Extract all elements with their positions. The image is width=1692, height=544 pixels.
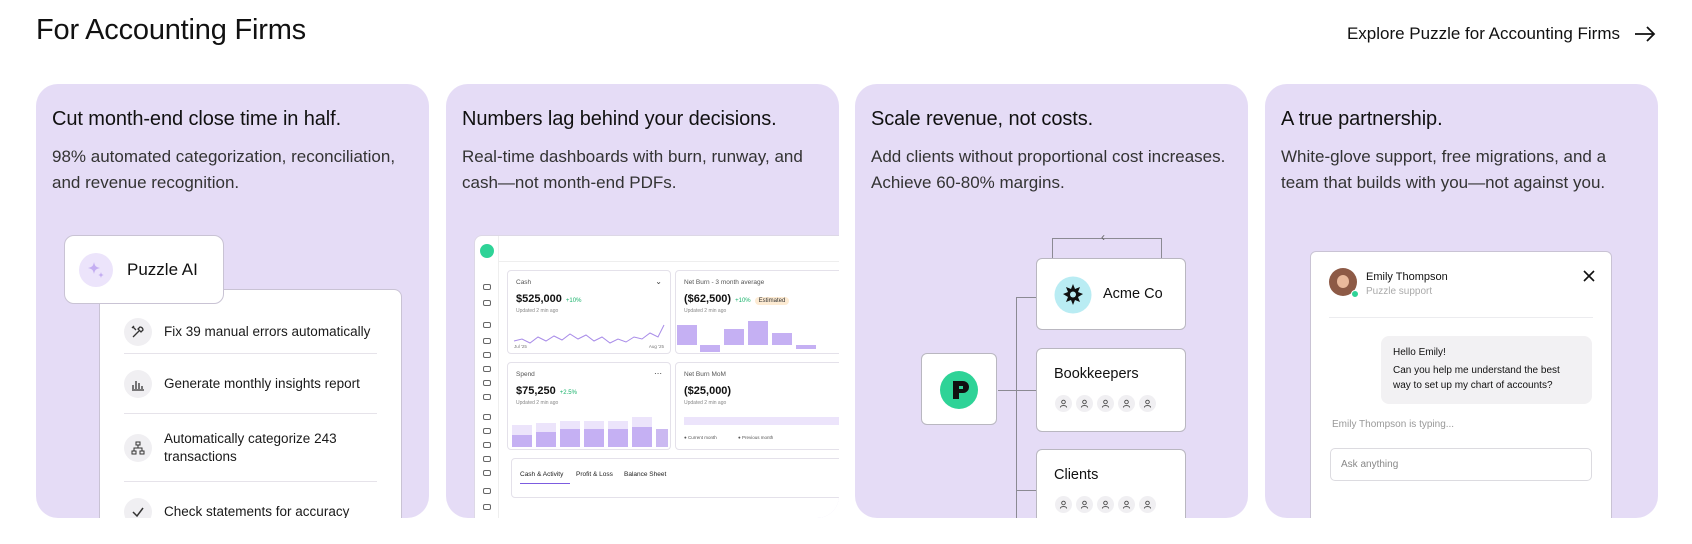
legend-previous: ● Previous month <box>738 435 774 440</box>
panel-label: Net Burn MoM <box>684 371 726 378</box>
puzzle-ai-badge: Puzzle AI <box>64 235 224 304</box>
x-axis-end-label: Aug '25 <box>648 344 664 349</box>
card-description: Real-time dashboards with burn, runway, … <box>462 147 803 192</box>
app-topbar <box>499 236 839 262</box>
app-sidebar <box>475 236 499 518</box>
panel-label: Cash <box>516 279 532 286</box>
panel-label: Net Burn - 3 month average <box>684 279 765 286</box>
online-status-icon <box>1351 290 1359 298</box>
more-icon[interactable]: ⋯ <box>654 369 662 378</box>
person-icon <box>1055 496 1072 513</box>
net-burn-bar-chart <box>677 321 816 352</box>
spend-panel[interactable]: Spend ⋯ $75,250 +2.5% Updated 2 min ago <box>507 362 671 450</box>
card-title: Cut month-end close time in half. <box>52 108 342 130</box>
agent-name: Emily Thompson <box>1366 271 1448 283</box>
puzzle-logo-icon <box>940 371 978 409</box>
card-close-time: Cut month-end close time in half. 98% au… <box>36 84 429 518</box>
list-item: Fix 39 manual errors automatically <box>124 310 377 354</box>
people-avatars <box>1055 496 1156 513</box>
cash-line-chart <box>513 324 665 344</box>
message-greeting: Hello Emily! <box>1393 347 1446 358</box>
person-icon <box>1139 395 1156 412</box>
legend-current: ● Current month <box>684 435 717 440</box>
tab-cash-activity[interactable]: Cash & Activity <box>520 471 564 478</box>
list-item-label: Automatically categorize 243 transaction… <box>164 430 337 464</box>
client-node: Acme Co <box>1036 258 1186 330</box>
group-title: Clients <box>1054 467 1099 483</box>
panel-value: ($25,000) <box>684 385 732 397</box>
arrow-right-icon <box>1635 26 1656 42</box>
card-title: Numbers lag behind your decisions. <box>462 108 777 130</box>
net-burn-mom-panel[interactable]: Net Burn MoM ($25,000) Updated 2 min ago… <box>675 362 839 450</box>
cash-panel[interactable]: Cash ⌄ $525,000 +10% Updated 2 min ago Ju… <box>507 270 671 354</box>
person-icon <box>1055 395 1072 412</box>
card-description: White-glove support, free migrations, an… <box>1281 147 1607 192</box>
estimated-badge: Estimated <box>754 297 790 305</box>
x-axis-start-label: Jul '25 <box>514 344 527 349</box>
chevron-down-icon[interactable]: ⌄ <box>655 277 662 286</box>
support-chat-window: Emily Thompson Puzzle support Hello Emil… <box>1310 251 1612 518</box>
people-avatars <box>1055 395 1156 412</box>
panel-updated: Updated 2 min ago <box>516 308 559 314</box>
panel-updated: Updated 2 min ago <box>684 400 727 406</box>
person-icon <box>1076 395 1093 412</box>
tab-profit-loss[interactable]: Profit & Loss <box>576 471 613 478</box>
spend-bar-chart <box>512 417 668 447</box>
list-item-label: Fix 39 manual errors automatically <box>164 323 371 339</box>
tab-balance-sheet[interactable]: Balance Sheet <box>624 471 667 478</box>
client-name: Acme Co <box>1103 286 1163 302</box>
report-tabs: Cash & Activity Profit & Loss Balance Sh… <box>511 458 839 498</box>
typing-indicator: Emily Thompson is typing... <box>1332 419 1455 430</box>
list-item: Generate monthly insights report <box>124 354 377 414</box>
group-title: Bookkeepers <box>1054 366 1139 382</box>
person-icon <box>1097 496 1114 513</box>
card-title: A true partnership. <box>1281 108 1443 130</box>
person-icon <box>1076 496 1093 513</box>
agent-role: Puzzle support <box>1366 286 1433 297</box>
panel-value: ($62,500) +10% Estimated <box>684 293 790 305</box>
badge-label: Puzzle AI <box>127 259 198 279</box>
user-message-bubble: Hello Emily! Can you help me understand … <box>1381 336 1592 404</box>
puzzle-logo-icon <box>480 244 494 258</box>
panel-value: $525,000 +10% <box>516 293 582 305</box>
panel-value: $75,250 +2.5% <box>516 385 577 397</box>
client-logo-icon <box>1054 276 1092 314</box>
card-scale-revenue: Scale revenue, not costs. Add clients wi… <box>855 84 1248 518</box>
list-item-label: Check statements for accuracy <box>164 504 350 518</box>
message-text: Can you help me understand the best way … <box>1393 365 1560 391</box>
check-icon <box>124 498 152 518</box>
net-burn-panel[interactable]: Net Burn - 3 month average ($62,500) +10%… <box>675 270 839 354</box>
person-icon <box>1097 395 1114 412</box>
section-title: For Accounting Firms <box>36 14 306 46</box>
list-item: Automatically categorize 243 transaction… <box>124 414 377 482</box>
person-icon <box>1118 395 1135 412</box>
explore-accounting-firms-link[interactable]: Explore Puzzle for Accounting Firms <box>1347 24 1656 44</box>
bar-chart-icon <box>124 369 152 398</box>
bookkeepers-node: Bookkeepers <box>1036 348 1186 432</box>
list-item: Check statements for accuracy <box>124 482 377 518</box>
card-partnership: A true partnership. White-glove support,… <box>1265 84 1658 518</box>
card-description: 98% automated categorization, reconcilia… <box>52 147 396 192</box>
explore-link-label: Explore Puzzle for Accounting Firms <box>1346 24 1620 43</box>
close-icon[interactable] <box>1581 268 1597 284</box>
card-description: Add clients without proportional cost in… <box>871 147 1226 192</box>
person-icon <box>1139 496 1156 513</box>
card-title: Scale revenue, not costs. <box>871 108 1094 130</box>
person-icon <box>1118 496 1135 513</box>
burn-mom-bar <box>684 417 839 425</box>
puzzle-node <box>921 353 997 425</box>
ai-task-list: Fix 39 manual errors automatically Gener… <box>99 289 402 518</box>
chat-input[interactable]: Ask anything <box>1330 448 1592 481</box>
panel-updated: Updated 2 min ago <box>516 400 559 406</box>
clients-node: Clients <box>1036 449 1186 518</box>
hierarchy-icon <box>124 433 152 462</box>
card-dashboards: Numbers lag behind your decisions. Real-… <box>446 84 839 518</box>
list-item-label: Generate monthly insights report <box>164 375 360 391</box>
dashboard-preview: Cash ⌄ $525,000 +10% Updated 2 min ago Ju… <box>474 235 839 518</box>
panel-label: Spend <box>516 371 535 378</box>
tools-icon <box>124 317 152 346</box>
arrow-left-icon: ‹ <box>1101 230 1105 244</box>
panel-updated: Updated 2 min ago <box>684 308 727 314</box>
sparkle-icon <box>79 252 113 287</box>
